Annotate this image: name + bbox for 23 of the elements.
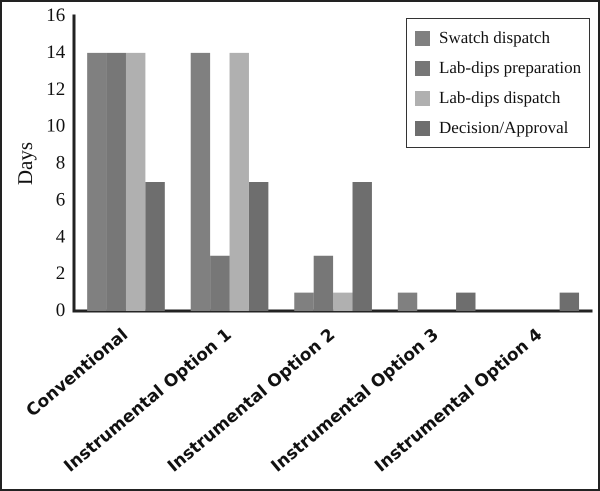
bar: [398, 292, 418, 312]
bar: [230, 52, 249, 312]
bar: [560, 292, 580, 312]
y-axis-title: Days: [13, 142, 38, 186]
y-tick-label: 8: [56, 152, 66, 174]
bar: [456, 292, 476, 312]
bar: [126, 52, 146, 312]
legend-label: Lab-dips preparation: [439, 58, 582, 78]
bar: [333, 292, 353, 312]
y-tick-label: 0: [56, 300, 66, 322]
y-tick-label: 2: [56, 263, 66, 284]
bar: [248, 182, 268, 312]
bar: [352, 182, 372, 312]
y-tick-label: 4: [56, 226, 66, 248]
legend-label: Decision/Approval: [439, 118, 568, 138]
y-tick-label: 16: [46, 4, 66, 26]
y-tick-label: 12: [46, 78, 66, 100]
y-tick-label: 6: [56, 189, 66, 210]
legend-label: Swatch dispatch: [439, 28, 550, 48]
legend-label: Lab-dips dispatch: [439, 88, 560, 108]
bar: [145, 182, 165, 312]
y-tick-label: 10: [46, 116, 66, 137]
y-tick-label: 14: [46, 42, 66, 63]
